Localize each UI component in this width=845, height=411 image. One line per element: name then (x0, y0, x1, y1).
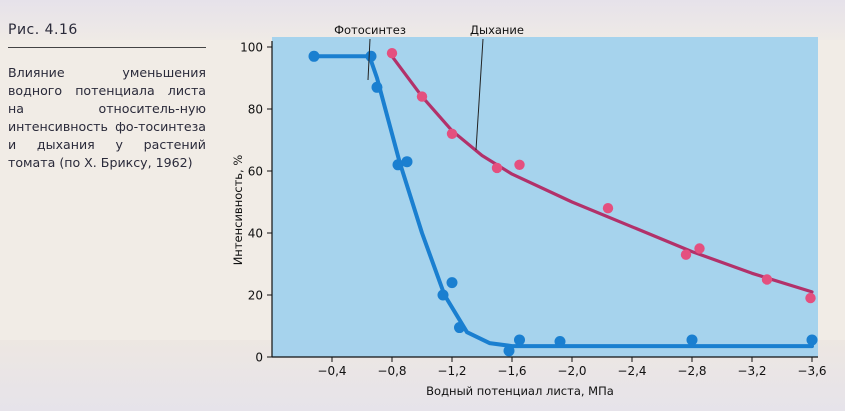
data-point (503, 345, 515, 357)
x-tick-label: −2,0 (557, 364, 586, 378)
data-point (437, 289, 449, 301)
x-tick-label: −3,2 (737, 364, 766, 378)
y-tick-label: 60 (248, 165, 263, 179)
figure-caption: Рис. 4.16 Влияние уменьшения водного пот… (8, 22, 206, 172)
data-point (805, 292, 816, 304)
y-tick-label: 40 (248, 227, 263, 241)
series-label: Фотосинтез (334, 23, 406, 37)
data-point (514, 159, 525, 170)
series-line-2 (390, 54, 814, 294)
x-tick-label: −0,4 (317, 364, 346, 378)
y-tick-label: 100 (240, 41, 263, 55)
data-point (454, 322, 465, 334)
x-axis-title: Водный потенциал листа, МПа (426, 384, 614, 398)
x-tick-label: −0,8 (377, 364, 406, 378)
figure-description: Влияние уменьшения водного потенциала ли… (8, 65, 206, 170)
data-point (446, 128, 458, 139)
figure-label: Рис. 4.16 (8, 22, 206, 48)
y-tick-label: 20 (248, 289, 263, 303)
series-label-leader (475, 38, 484, 151)
series-label: Дыхание (470, 23, 524, 37)
data-point (416, 91, 428, 102)
data-point (365, 50, 377, 62)
data-point (761, 274, 773, 285)
x-tick-label: −2,8 (677, 364, 706, 378)
x-tick-label: −3,6 (797, 364, 826, 378)
data-point (371, 81, 383, 93)
data-point (694, 243, 705, 254)
data-point (680, 249, 692, 260)
data-point (386, 48, 398, 59)
data-point (491, 162, 503, 174)
series-line-1 (312, 54, 814, 349)
y-axis-title: Интенсивность, % (231, 155, 245, 266)
x-tick-label: −2,4 (617, 364, 646, 378)
data-point (602, 203, 614, 214)
plot-area (272, 37, 818, 357)
data-point (308, 50, 320, 62)
page-header-band (0, 0, 845, 40)
data-point (554, 336, 566, 347)
y-tick-label: 80 (248, 103, 263, 117)
data-point (686, 334, 698, 346)
data-point (401, 156, 413, 168)
data-point (446, 277, 458, 289)
x-tick-label: −1,2 (437, 364, 466, 378)
data-point (514, 334, 525, 346)
x-tick-label: −1,6 (497, 364, 526, 378)
data-point (806, 334, 818, 346)
data-point (392, 159, 404, 171)
series-label-leader (367, 38, 371, 81)
y-tick-label: 0 (255, 351, 263, 365)
